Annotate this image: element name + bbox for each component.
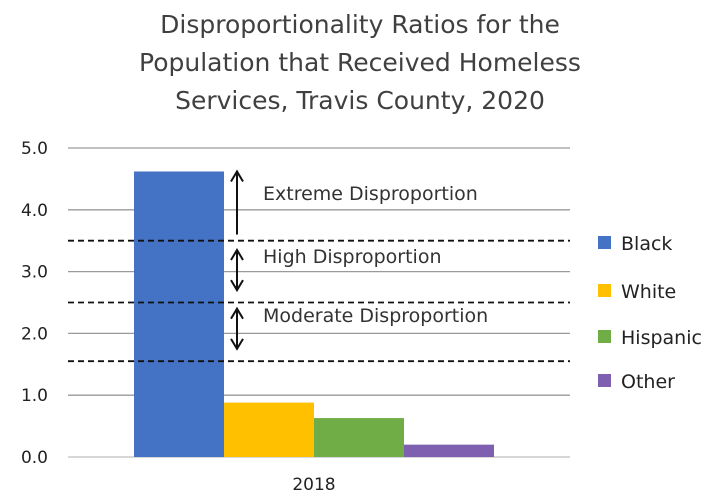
legend-swatch — [598, 374, 611, 387]
bar-other — [404, 444, 494, 457]
bar-white — [224, 402, 314, 457]
legend: Black White Hispanic Other — [598, 233, 702, 393]
chart-title: Disproportionality Ratios for the Popula… — [60, 6, 660, 120]
zone-label: Extreme Disproportion — [263, 183, 478, 205]
legend-label: White — [621, 281, 676, 303]
chart-title-line: Population that Received Homeless — [139, 48, 581, 77]
zone-annotations: Extreme Disproportion High Disproportion M… — [230, 169, 488, 351]
arrow-down-icon — [230, 279, 244, 293]
y-tick-label: 5.0 — [21, 139, 48, 159]
arrow-down-icon — [230, 338, 244, 351]
legend-label: Other — [621, 371, 675, 393]
y-axis: 0.0 1.0 2.0 3.0 4.0 5.0 — [21, 139, 48, 468]
x-axis: 2018 — [292, 475, 335, 495]
bars — [134, 171, 494, 457]
zone-label: Moderate Disproportion — [263, 305, 488, 327]
threshold-lines — [68, 239, 570, 363]
chart-title-line: Disproportionality Ratios for the — [160, 10, 560, 39]
legend-label: Hispanic — [621, 327, 702, 349]
y-tick-label: 1.0 — [21, 386, 48, 406]
legend-swatch — [598, 330, 611, 343]
zone-label: High Disproportion — [263, 246, 442, 268]
y-tick-label: 0.0 — [21, 448, 48, 468]
y-tick-label: 4.0 — [21, 201, 48, 221]
arrow-up-icon — [230, 169, 244, 182]
bar-hispanic — [314, 418, 404, 457]
arrow-up-icon — [230, 248, 244, 261]
chart-title-line: Services, Travis County, 2020 — [175, 86, 545, 115]
bar-black — [134, 171, 224, 457]
legend-swatch — [598, 284, 611, 297]
y-tick-label: 2.0 — [21, 324, 48, 344]
arrow-up-icon — [230, 306, 244, 320]
legend-swatch — [598, 236, 611, 249]
legend-label: Black — [621, 233, 672, 255]
y-tick-label: 3.0 — [21, 263, 48, 283]
x-tick-label: 2018 — [292, 475, 335, 495]
